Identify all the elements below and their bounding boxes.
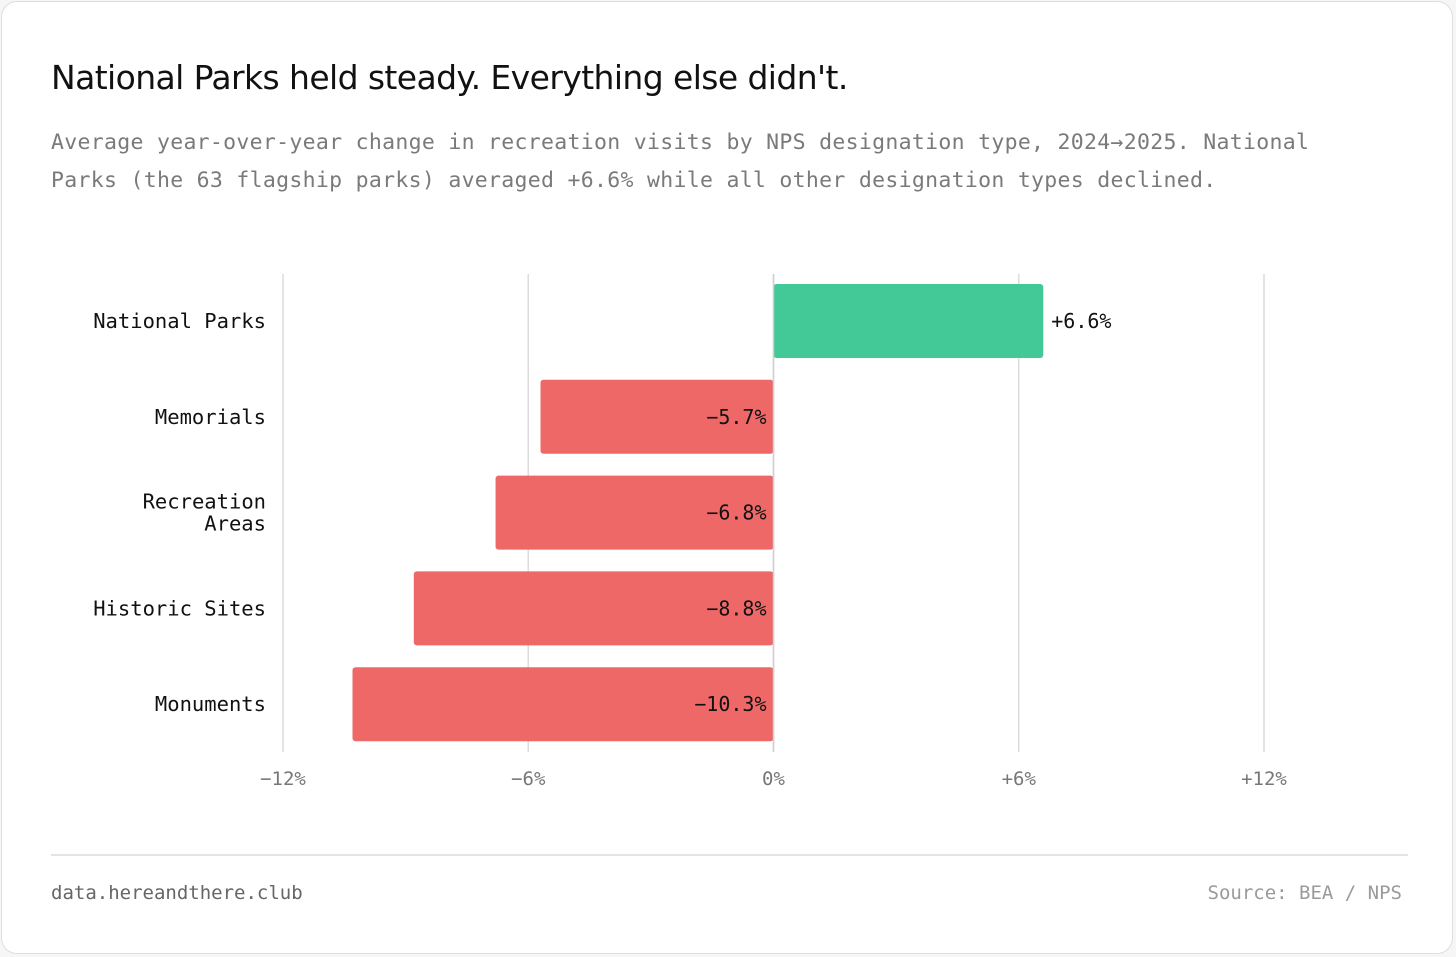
category-label-line: Monuments — [155, 692, 266, 716]
bar — [773, 284, 1044, 358]
bar-value-label: −10.3% — [694, 692, 766, 716]
category-label-line: National Parks — [93, 309, 266, 333]
bar — [352, 667, 774, 742]
category-label-line: Recreation — [143, 490, 266, 514]
x-tick-label: −12% — [260, 768, 306, 790]
chart-subtitle: Average year-over-year change in recreat… — [51, 130, 1310, 193]
bar-value-label: −8.8% — [706, 596, 766, 620]
bar — [495, 475, 774, 550]
footer-source: Source: BEA / NPS — [1207, 882, 1402, 904]
x-tick-label: +12% — [1241, 768, 1287, 790]
category-label: Memorials — [155, 405, 266, 429]
bar — [540, 379, 774, 454]
footer-divider — [51, 854, 1408, 856]
bar-value-label: −6.8% — [706, 501, 766, 525]
category-label: National Parks — [93, 309, 266, 333]
bar — [413, 571, 774, 646]
bar-value-label: +6.6% — [1051, 309, 1111, 333]
category-label-line: Areas — [204, 512, 266, 536]
category-label-line: Memorials — [155, 405, 266, 429]
footer-site-link[interactable]: data.hereandthere.club — [51, 882, 303, 904]
category-label: Recreation Areas — [143, 490, 266, 536]
category-label-line: Historic Sites — [93, 596, 266, 620]
x-tick-label: +6% — [1002, 768, 1037, 790]
x-tick-label: 0% — [762, 768, 785, 790]
chart-title: National Parks held steady. Everything e… — [51, 58, 848, 97]
x-tick-label: −6% — [511, 768, 546, 790]
bar-value-label: −5.7% — [706, 405, 766, 429]
category-label: Historic Sites — [93, 596, 266, 620]
category-label: Monuments — [155, 692, 266, 716]
